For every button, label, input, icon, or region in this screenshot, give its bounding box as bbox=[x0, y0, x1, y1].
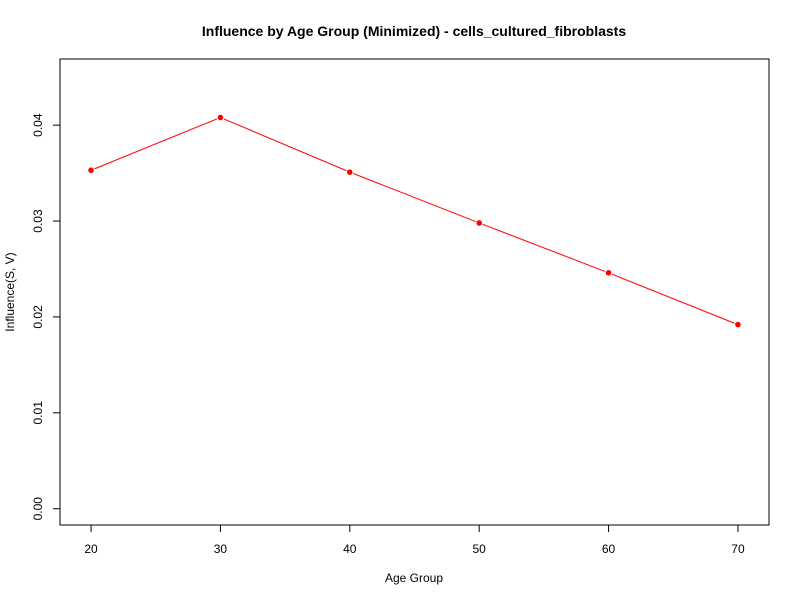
data-point bbox=[475, 219, 483, 227]
x-tick-label: 70 bbox=[731, 542, 745, 556]
x-tick-label: 20 bbox=[84, 542, 98, 556]
y-tick-label: 0.03 bbox=[31, 209, 45, 233]
x-tick-label: 50 bbox=[473, 542, 487, 556]
x-axis: 20 30 40 50 60 70 bbox=[84, 525, 745, 556]
y-tick-label: 0.00 bbox=[31, 497, 45, 521]
data-point bbox=[216, 113, 225, 122]
chart-title: Influence by Age Group (Minimized) - cel… bbox=[202, 23, 626, 39]
y-axis-label: Influence(S, V) bbox=[3, 252, 17, 331]
y-tick-label: 0.01 bbox=[31, 401, 45, 425]
y-tick-label: 0.02 bbox=[31, 305, 45, 329]
x-tick-label: 40 bbox=[343, 542, 357, 556]
x-axis-label: Age Group bbox=[385, 571, 443, 585]
x-tick-label: 60 bbox=[602, 542, 616, 556]
data-point bbox=[87, 166, 95, 175]
data-point bbox=[346, 168, 354, 176]
series-layer bbox=[87, 113, 742, 329]
series-line bbox=[90, 116, 739, 326]
data-point bbox=[604, 269, 613, 277]
y-axis: 0.00 0.01 0.02 0.03 0.04 bbox=[31, 113, 60, 520]
plot-frame bbox=[59, 58, 770, 526]
data-point bbox=[734, 320, 742, 329]
y-tick-label: 0.04 bbox=[31, 113, 45, 137]
x-tick-label: 30 bbox=[214, 542, 228, 556]
